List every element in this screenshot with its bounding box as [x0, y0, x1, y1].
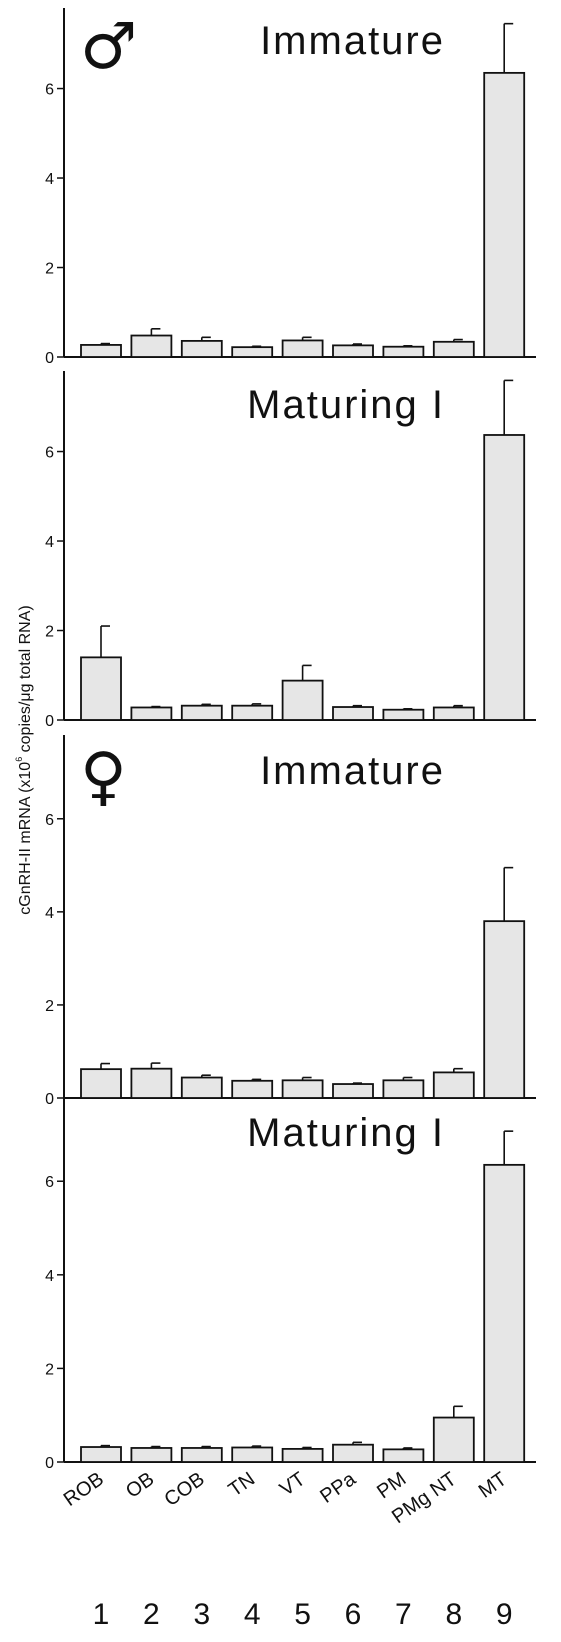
- panel-title: Maturing I: [247, 383, 445, 427]
- bar: [382, 1079, 425, 1099]
- bar: [382, 708, 425, 721]
- x-category-number: 3: [193, 1598, 210, 1631]
- bar: [432, 340, 475, 358]
- bar: [80, 656, 122, 721]
- bar: [281, 679, 324, 721]
- sex-symbol: ♀: [80, 740, 127, 814]
- y-tick-label: 0: [45, 350, 54, 367]
- x-tick-label: ROB: [60, 1468, 108, 1511]
- panel-title: Immature: [260, 749, 445, 793]
- x-tick-label: MT: [475, 1468, 511, 1503]
- x-tick-label: VT: [276, 1468, 310, 1501]
- bar: [130, 706, 173, 721]
- x-category-number: 5: [294, 1598, 311, 1631]
- x-tick-label: TN: [225, 1468, 259, 1501]
- y-tick-label: 2: [45, 261, 54, 278]
- y-tick-label: 6: [45, 82, 54, 99]
- bar: [180, 1076, 223, 1099]
- bar: [382, 1448, 425, 1463]
- y-tick-label: 6: [45, 1174, 54, 1191]
- bar: [281, 1079, 324, 1099]
- x-category-number: 9: [496, 1598, 513, 1631]
- y-tick-label: 4: [45, 171, 54, 188]
- y-tick-label: 0: [45, 1091, 54, 1108]
- sex-symbol: ♂: [80, 10, 137, 84]
- y-tick-label: 6: [45, 445, 54, 462]
- bar: [180, 1447, 223, 1463]
- bar: [231, 346, 274, 358]
- x-category-number: 8: [445, 1598, 462, 1631]
- bar: [432, 706, 475, 721]
- bar: [483, 920, 526, 1099]
- bar: [382, 345, 425, 358]
- x-category-number: 1: [93, 1598, 110, 1631]
- y-axis-label: cGnRH-II mRNA (x106 copies/μg total RNA): [14, 605, 34, 914]
- bar: [483, 434, 526, 721]
- bar: [483, 1163, 526, 1463]
- bar: [332, 706, 374, 721]
- bar: [130, 1067, 173, 1099]
- bar: [80, 1068, 122, 1099]
- bar: [483, 71, 526, 358]
- x-category-number: 4: [244, 1598, 261, 1631]
- x-tick-label: COB: [161, 1468, 209, 1511]
- bar: [231, 1079, 274, 1099]
- bar: [130, 334, 173, 358]
- x-category-number: 6: [345, 1598, 362, 1631]
- bar: [180, 704, 223, 721]
- y-tick-label: 2: [45, 998, 54, 1015]
- bar: [231, 704, 274, 721]
- y-tick-label: 0: [45, 713, 54, 730]
- y-tick-label: 0: [45, 1455, 54, 1472]
- bar: [332, 344, 374, 358]
- y-tick-label: 6: [45, 812, 54, 829]
- bar: [130, 1447, 173, 1463]
- panel-title: Immature: [260, 19, 445, 63]
- bar: [332, 1083, 374, 1099]
- bar: [432, 1416, 475, 1463]
- bar: [332, 1443, 374, 1463]
- panel-title: Maturing I: [247, 1111, 445, 1155]
- bar: [80, 1446, 122, 1463]
- bar: [231, 1446, 274, 1463]
- y-tick-label: 4: [45, 1268, 54, 1285]
- x-tick-label: PPa: [316, 1468, 360, 1508]
- x-category-number: 7: [395, 1598, 412, 1631]
- bar: [180, 339, 223, 358]
- x-category-number: 2: [143, 1598, 160, 1631]
- bar: [281, 1447, 324, 1463]
- y-tick-label: 4: [45, 534, 54, 551]
- x-tick-label: OB: [122, 1468, 158, 1503]
- bar: [281, 339, 324, 358]
- y-tick-label: 2: [45, 1361, 54, 1378]
- bar: [432, 1071, 475, 1099]
- y-tick-label: 2: [45, 624, 54, 641]
- bar: [80, 344, 122, 358]
- y-tick-label: 4: [45, 905, 54, 922]
